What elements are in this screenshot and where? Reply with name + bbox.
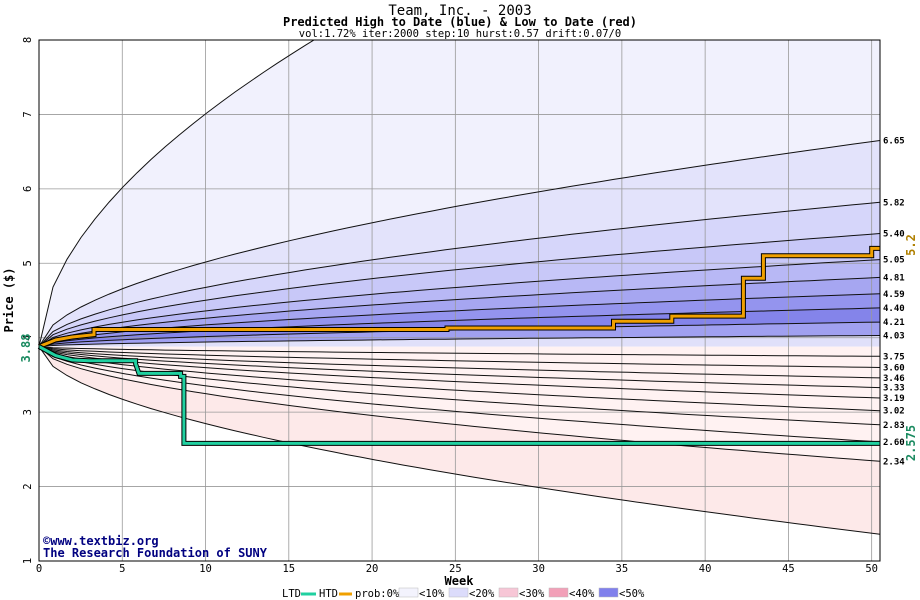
quantile-end-label: 4.81 <box>883 273 905 283</box>
high-band-1 <box>39 140 880 347</box>
quantile-curve <box>39 335 880 348</box>
x-tick-label: 10 <box>199 563 212 575</box>
y-tick-label: 3 <box>22 409 34 415</box>
legend-item-label: <40% <box>569 588 595 600</box>
high-band-5 <box>39 277 880 347</box>
quantile-end-label: 4.03 <box>883 331 905 341</box>
quantile-curve <box>39 40 315 347</box>
high-band-2 <box>39 202 880 347</box>
high-band-9 <box>39 335 880 347</box>
chart-title: Team, Inc. - 2003 <box>388 3 531 19</box>
quantile-curve <box>39 276 880 348</box>
legend-swatch <box>598 587 619 598</box>
low-band-9 <box>39 346 880 462</box>
y-tick-label: 2 <box>22 483 34 489</box>
legend-item-label: <10% <box>419 588 445 600</box>
quantile-end-label: 5.82 <box>883 198 905 208</box>
x-tick-label: 40 <box>699 563 712 575</box>
high-band-3 <box>39 233 880 347</box>
quantile-end-label: 2.60 <box>883 438 905 448</box>
htd-line <box>38 246 880 348</box>
quantile-end-label: 3.46 <box>883 374 905 384</box>
quantile-lines <box>39 40 880 535</box>
ltd-final-label: 2.575 <box>904 425 918 461</box>
quantile-end-label: 5.05 <box>883 256 905 266</box>
quantile-end-label: 3.02 <box>883 407 905 417</box>
quantile-curve <box>39 346 880 379</box>
quantile-curve <box>39 346 880 399</box>
plot-frame <box>38 39 881 562</box>
quantile-end-label: 4.21 <box>883 318 905 328</box>
x-tick-label: 20 <box>366 563 379 575</box>
quantile-curve <box>39 233 880 347</box>
x-tick-label: 45 <box>782 563 795 575</box>
quantile-curve <box>39 346 880 462</box>
ltd-line <box>38 345 880 445</box>
legend: LTD HTD prob:0% <10% <20% <30% <40% <50% <box>282 587 645 600</box>
quantile-end-label: 4.59 <box>883 290 905 300</box>
legend-swatch <box>448 587 469 598</box>
x-tick-label: 50 <box>865 563 878 575</box>
quantile-curve <box>39 346 880 368</box>
quantile-curve <box>39 346 880 389</box>
high-outside <box>39 40 880 347</box>
chart-subtitle: Predicted High to Date (blue) & Low to D… <box>283 15 637 29</box>
start-price-label: 3.88 <box>19 334 33 363</box>
quantile-end-label: 6.65 <box>883 136 905 146</box>
y-tick-label: 6 <box>22 186 34 192</box>
quantile-curve <box>39 140 880 347</box>
high-band-0 <box>39 40 880 347</box>
legend-htd-label: HTD <box>319 588 338 600</box>
x-tick-label: 35 <box>616 563 629 575</box>
legend-item-label: <50% <box>619 588 645 600</box>
x-tick-label: 25 <box>449 563 462 575</box>
y-tick-label: 4 <box>22 335 34 341</box>
x-tick-label: 5 <box>119 563 125 575</box>
quantile-curve <box>39 346 880 357</box>
quantile-end-label: 5.40 <box>883 230 905 240</box>
quantile-end-label: 3.19 <box>883 394 905 404</box>
quantile-curve <box>39 307 880 348</box>
legend-item-label: <30% <box>519 588 545 600</box>
legend-swatch <box>498 587 519 598</box>
quantile-curve <box>39 259 880 348</box>
high-band-8 <box>39 322 880 347</box>
htd-final-label: 5.2 <box>904 234 918 256</box>
y-tick-label: 8 <box>22 37 34 43</box>
watermark-url: ©www.textbiz.org <box>43 534 159 548</box>
x-axis-label: Week <box>445 574 475 588</box>
y-tick-label: 5 <box>22 260 34 266</box>
quantile-end-label: 2.34 <box>883 457 905 467</box>
high-band-4 <box>39 259 880 347</box>
watermark-org: The Research Foundation of SUNY <box>43 546 268 560</box>
quantile-curve <box>39 346 880 412</box>
quantile-curve <box>39 346 880 535</box>
legend-prob-label: prob:0% <box>355 588 400 600</box>
quantile-end-label: 3.33 <box>883 384 905 394</box>
quantile-end-labels: 6.65 5.82 5.40 5.05 4.81 4.59 4.40 4.21 4.03 3.75… <box>883 136 905 467</box>
x-tick-label: 15 <box>282 563 295 575</box>
series-lines <box>37 245 880 446</box>
x-tick-label: 0 <box>36 563 42 575</box>
quantile-end-label: 3.75 <box>883 352 905 362</box>
quantile-curve <box>39 346 880 443</box>
legend-swatch <box>548 587 569 598</box>
quantile-end-label: 3.60 <box>883 363 905 373</box>
legend-swatch <box>398 587 419 598</box>
chart-params: vol:1.72% iter:2000 step:10 hurst:0.57 d… <box>299 28 621 40</box>
y-tick-label: 1 <box>22 558 34 564</box>
probability-bands <box>39 40 880 535</box>
quantile-end-label: 2.83 <box>883 421 905 431</box>
legend-ltd-label: LTD <box>282 588 301 600</box>
quantile-curve <box>39 201 880 347</box>
legend-item-label: <20% <box>469 588 495 600</box>
x-tick-label: 30 <box>532 563 545 575</box>
quantile-end-label: 4.40 <box>883 304 905 314</box>
y-axis-label: Price ($) <box>2 267 16 332</box>
quantile-curve <box>39 293 880 348</box>
y-tick-label: 7 <box>22 111 34 117</box>
